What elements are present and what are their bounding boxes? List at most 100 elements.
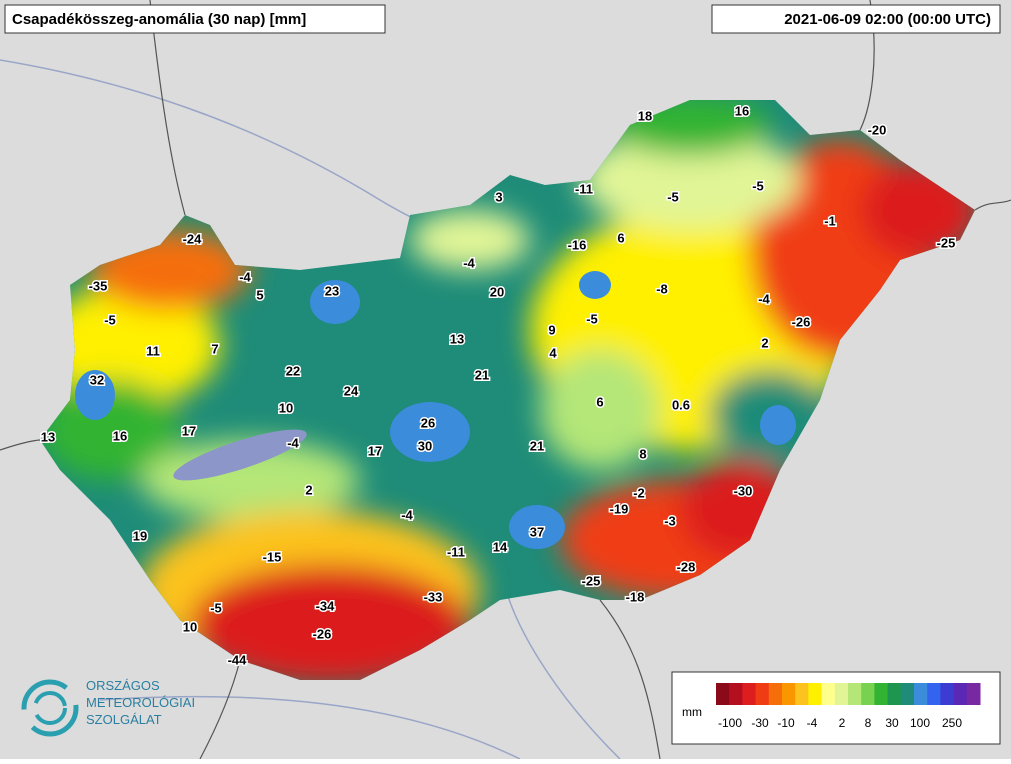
station-value: 23 xyxy=(325,283,339,298)
legend-swatch xyxy=(927,683,941,705)
legend-swatch xyxy=(861,683,875,705)
station-value: -26 xyxy=(313,626,332,641)
station-value: 32 xyxy=(90,372,104,387)
station-value: -24 xyxy=(183,231,203,246)
logo-line: ORSZÁGOS xyxy=(86,678,160,693)
legend-label: -30 xyxy=(751,716,769,730)
station-value: -1 xyxy=(824,213,836,228)
legend-swatch xyxy=(966,683,981,705)
station-value: -5 xyxy=(752,178,764,193)
station-value: -33 xyxy=(424,589,443,604)
station-value: -11 xyxy=(447,544,465,559)
station-value: -30 xyxy=(734,483,753,498)
station-value: 17 xyxy=(368,443,382,458)
station-value: -26 xyxy=(792,314,811,329)
legend-swatch xyxy=(755,683,770,705)
station-value: 21 xyxy=(530,438,544,453)
legend-label: -100 xyxy=(718,716,742,730)
station-value: 37 xyxy=(530,524,544,539)
title-box xyxy=(4,4,386,34)
station-value: -20 xyxy=(868,122,887,137)
logo-line: METEOROLÓGIAI xyxy=(86,695,195,710)
station-value: 6 xyxy=(596,394,603,409)
station-value: 4 xyxy=(549,345,557,360)
legend-swatch xyxy=(848,683,862,705)
station-value: -18 xyxy=(626,589,645,604)
legend-unit: mm xyxy=(682,705,702,719)
legend-box xyxy=(671,671,1001,745)
station-value: 9 xyxy=(548,322,555,337)
timestamp: 2021-06-09 02:00 (00:00 UTC) xyxy=(784,11,991,28)
station-value: -44 xyxy=(228,652,248,667)
station-value: 16 xyxy=(113,428,127,443)
station-value: -5 xyxy=(667,189,679,204)
legend-swatch xyxy=(821,683,836,705)
legend-swatch xyxy=(768,683,783,705)
station-value: -3 xyxy=(664,513,676,528)
station-value: -28 xyxy=(677,559,696,574)
logo: ORSZÁGOS METEOROLÓGIAI SZOLGÁLAT xyxy=(21,678,195,737)
station-value: 5 xyxy=(256,287,263,302)
legend-label: 2 xyxy=(839,716,846,730)
legend-label: -10 xyxy=(777,716,795,730)
station-value: -25 xyxy=(937,235,956,250)
station-value: -11 xyxy=(575,181,593,196)
legend-swatch xyxy=(742,683,757,705)
legend: -100 -30 -10 -4 2 8 30 100 250 xyxy=(716,683,981,730)
legend-swatch xyxy=(808,683,823,705)
station-value: 6 xyxy=(617,230,624,245)
station-value: 0.6 xyxy=(672,397,690,412)
station-labels: 18 16-203-11-5-5-1-25-24 -16 6-4-35-45 23 20-… xyxy=(39,102,957,669)
legend-swatch xyxy=(887,683,902,705)
station-value: 18 xyxy=(638,108,652,123)
legend-swatch xyxy=(834,683,849,705)
station-value: 2 xyxy=(305,482,312,497)
station-value: -5 xyxy=(210,600,222,615)
station-value: -35 xyxy=(89,278,108,293)
station-value: -8 xyxy=(656,281,668,296)
legend-swatch xyxy=(795,683,809,705)
station-value: 8 xyxy=(639,446,646,461)
station-value: 10 xyxy=(183,619,197,634)
station-value: 16 xyxy=(735,103,749,118)
legend-swatch xyxy=(953,683,968,705)
legend-swatch xyxy=(914,683,928,705)
station-value: -2 xyxy=(633,485,645,500)
station-value: 10 xyxy=(279,400,293,415)
station-value: -34 xyxy=(316,598,336,613)
station-value: 26 xyxy=(421,415,435,430)
station-value: -4 xyxy=(401,507,413,522)
legend-label: 30 xyxy=(885,716,899,730)
station-value: 3 xyxy=(495,189,502,204)
station-value: -5 xyxy=(586,311,598,326)
station-value: -4 xyxy=(239,269,251,284)
legend-label: 8 xyxy=(865,716,872,730)
station-value: -4 xyxy=(287,435,299,450)
station-value: -5 xyxy=(104,312,116,327)
legend-label: 100 xyxy=(910,716,930,730)
legend-swatch xyxy=(900,683,915,705)
station-value: 7 xyxy=(211,341,218,356)
station-value: 2 xyxy=(761,335,768,350)
station-value: 13 xyxy=(41,429,55,444)
station-value: 13 xyxy=(450,331,464,346)
legend-swatch xyxy=(874,683,889,705)
station-value: 11 xyxy=(146,343,160,358)
logo-line: SZOLGÁLAT xyxy=(86,712,162,727)
station-value: 21 xyxy=(475,367,489,382)
station-value: 17 xyxy=(182,423,196,438)
timestamp-box xyxy=(711,4,1001,34)
station-value: 14 xyxy=(493,539,508,554)
station-value: 24 xyxy=(344,383,359,398)
legend-swatch xyxy=(716,683,730,705)
station-value: -15 xyxy=(263,549,282,564)
legend-label: -4 xyxy=(807,716,818,730)
legend-swatch xyxy=(940,683,955,705)
station-value: 20 xyxy=(490,284,504,299)
station-value: 19 xyxy=(133,528,147,543)
station-value: -16 xyxy=(568,237,587,252)
station-value: -4 xyxy=(463,255,475,270)
station-value: -4 xyxy=(758,291,770,306)
